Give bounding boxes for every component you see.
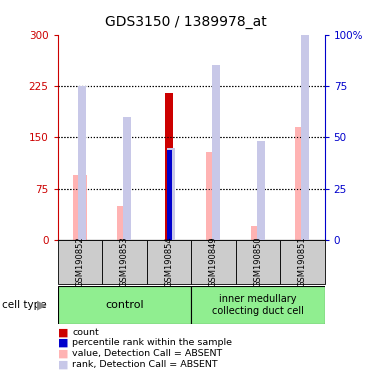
- Bar: [58, 286, 191, 324]
- Bar: [58, 240, 102, 284]
- Bar: [117, 206, 131, 240]
- Text: rank, Detection Call = ABSENT: rank, Detection Call = ABSENT: [72, 360, 218, 369]
- Bar: [301, 0, 309, 240]
- Bar: [191, 286, 325, 324]
- Text: GSM190851: GSM190851: [298, 237, 307, 287]
- Text: ■: ■: [58, 349, 68, 359]
- Text: ▶: ▶: [37, 299, 47, 312]
- Text: GDS3150 / 1389978_at: GDS3150 / 1389978_at: [105, 15, 266, 29]
- Bar: [251, 226, 265, 240]
- Bar: [123, 117, 131, 240]
- Text: percentile rank within the sample: percentile rank within the sample: [72, 338, 232, 348]
- Bar: [280, 240, 325, 284]
- Bar: [165, 93, 173, 240]
- Bar: [73, 175, 87, 240]
- Bar: [102, 240, 147, 284]
- Bar: [236, 240, 280, 284]
- Text: count: count: [72, 328, 99, 337]
- Bar: [167, 150, 172, 240]
- Bar: [206, 152, 220, 240]
- Text: value, Detection Call = ABSENT: value, Detection Call = ABSENT: [72, 349, 223, 358]
- Bar: [167, 147, 175, 240]
- Bar: [212, 65, 220, 240]
- Text: GSM190854: GSM190854: [164, 237, 173, 287]
- Text: GSM190850: GSM190850: [253, 237, 262, 287]
- Text: control: control: [105, 300, 144, 310]
- Bar: [147, 240, 191, 284]
- Bar: [295, 127, 309, 240]
- Text: ■: ■: [58, 327, 68, 337]
- Text: cell type: cell type: [2, 300, 46, 310]
- Bar: [191, 240, 236, 284]
- Text: GSM190849: GSM190849: [209, 237, 218, 287]
- Text: inner medullary
collecting duct cell: inner medullary collecting duct cell: [212, 295, 304, 316]
- Text: ■: ■: [58, 338, 68, 348]
- Text: ■: ■: [58, 359, 68, 369]
- Text: GSM190853: GSM190853: [120, 237, 129, 288]
- Bar: [78, 86, 86, 240]
- Bar: [256, 141, 265, 240]
- Text: GSM190852: GSM190852: [75, 237, 84, 287]
